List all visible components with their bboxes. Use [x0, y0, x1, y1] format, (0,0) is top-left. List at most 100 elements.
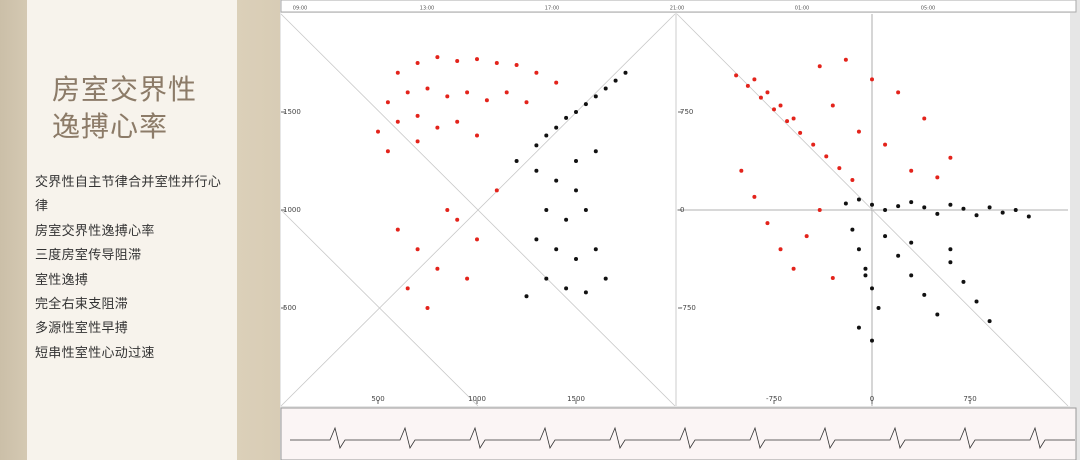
point — [564, 217, 569, 222]
point — [583, 102, 588, 107]
point — [935, 211, 940, 216]
point — [870, 338, 874, 343]
point — [395, 227, 400, 232]
point — [870, 286, 874, 291]
point — [415, 61, 420, 65]
point — [863, 273, 868, 278]
point — [494, 61, 499, 65]
point — [909, 240, 914, 245]
x-tick-label: 1000 — [468, 395, 486, 403]
point — [623, 70, 628, 75]
point — [544, 208, 549, 212]
point — [445, 94, 450, 99]
point — [837, 166, 842, 171]
point — [544, 133, 549, 138]
point — [896, 90, 901, 95]
point — [564, 286, 569, 291]
item-list: 交界性自主节律合并室性并行心律 房室交界性逸搏心率 三度房室传导阻滞 室性逸搏 完全右束… — [35, 171, 230, 366]
point — [465, 90, 470, 95]
point — [856, 247, 861, 252]
point — [574, 110, 578, 114]
point — [475, 237, 479, 242]
point — [583, 290, 588, 295]
point — [524, 100, 529, 105]
point — [554, 80, 559, 85]
point — [593, 247, 598, 252]
point — [922, 205, 927, 210]
point — [922, 292, 927, 297]
y-tick-label: 0 — [680, 206, 684, 214]
point — [758, 95, 763, 100]
point — [856, 197, 861, 202]
point — [948, 155, 953, 160]
x-tick-label: 500 — [371, 395, 384, 403]
point — [504, 90, 509, 95]
point — [772, 107, 776, 112]
point — [554, 247, 559, 252]
point — [961, 206, 966, 211]
point — [395, 119, 400, 124]
point — [843, 201, 848, 206]
point — [554, 178, 559, 183]
point — [435, 125, 440, 130]
point — [1000, 210, 1005, 215]
point — [909, 168, 914, 173]
point — [987, 205, 992, 210]
x-tick-label: 1500 — [567, 395, 585, 403]
ecg-strip — [280, 407, 1077, 460]
point — [405, 286, 410, 291]
point — [574, 188, 578, 193]
point — [843, 57, 848, 62]
point — [856, 129, 861, 134]
point — [752, 194, 757, 199]
point — [798, 130, 803, 135]
point — [534, 143, 539, 148]
timeline-tick: 05:00 — [921, 6, 935, 12]
point — [817, 208, 822, 212]
point — [534, 237, 539, 242]
y-tick-label: 1500 — [283, 108, 301, 116]
point — [544, 276, 549, 281]
point — [752, 77, 757, 82]
slide-title: 房室交界性 — [52, 73, 198, 106]
list-item: 短串性室性心动过速 — [35, 345, 155, 361]
point — [564, 115, 569, 120]
point — [395, 70, 400, 75]
point — [603, 86, 608, 91]
point — [863, 266, 868, 271]
point — [948, 202, 953, 207]
point — [935, 312, 940, 317]
point — [830, 103, 835, 108]
point — [974, 213, 979, 218]
timeline-tick: 01:00 — [795, 6, 809, 12]
point — [856, 325, 861, 330]
point — [574, 257, 578, 261]
point — [883, 208, 888, 212]
point — [415, 139, 420, 144]
point — [534, 168, 539, 173]
point — [514, 62, 519, 67]
point — [514, 159, 519, 163]
point — [405, 90, 410, 95]
point — [811, 142, 816, 147]
point — [475, 57, 479, 62]
timeline-tick: 17:00 — [545, 6, 559, 12]
ecg-trace — [290, 426, 1075, 450]
timeline — [280, 0, 1077, 13]
point — [876, 306, 881, 310]
point — [435, 55, 440, 60]
x-tick-label: -750 — [766, 395, 782, 403]
point — [804, 234, 809, 239]
list-item: 室性逸搏 — [35, 272, 89, 288]
point — [455, 217, 460, 222]
point — [583, 208, 588, 212]
x-tick-label: 0 — [870, 395, 874, 403]
point — [817, 64, 822, 69]
point — [765, 90, 770, 95]
point — [475, 133, 479, 138]
point — [830, 275, 835, 280]
point — [425, 306, 430, 310]
point — [593, 94, 598, 99]
point — [870, 202, 874, 207]
